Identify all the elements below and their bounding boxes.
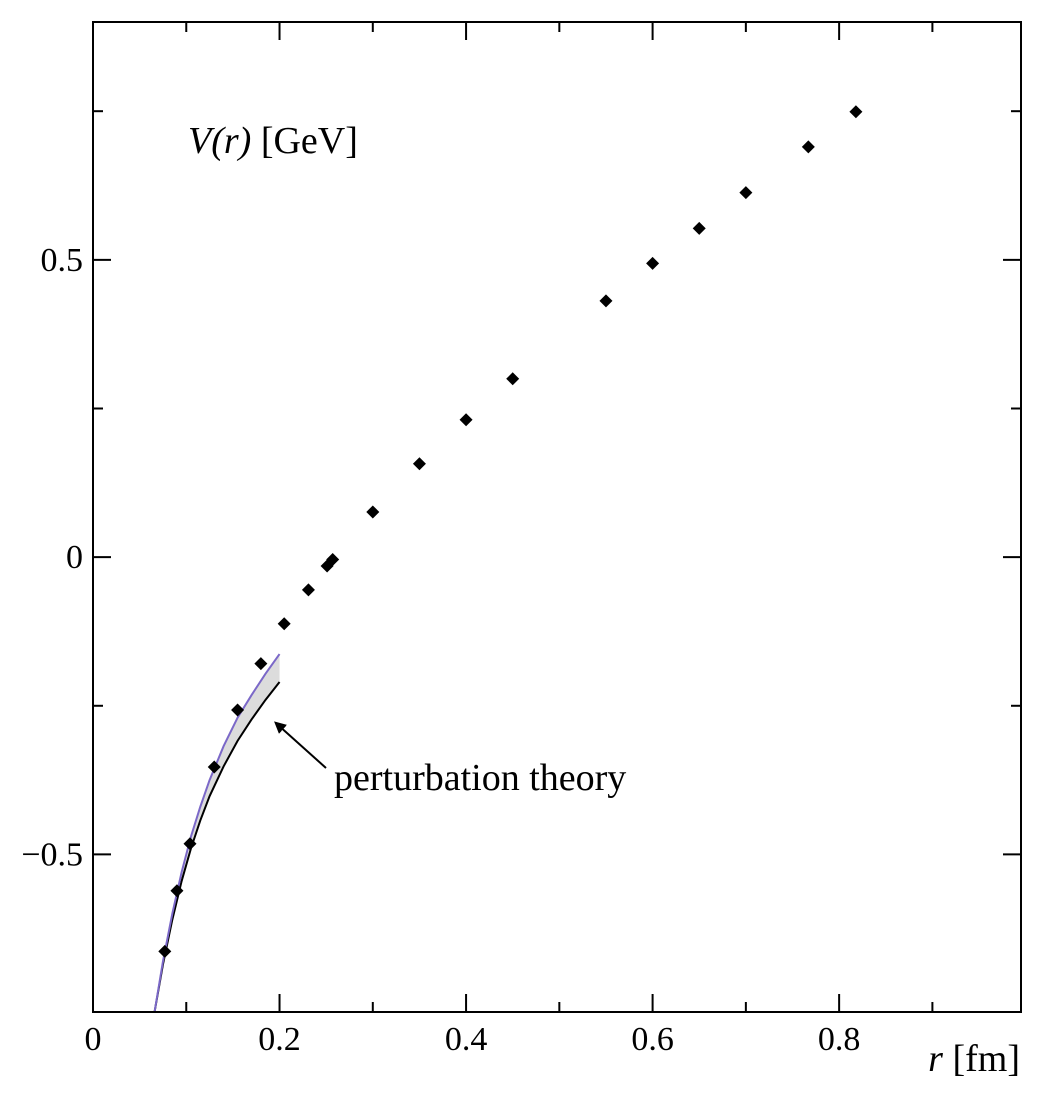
plot-frame [92,21,1022,1013]
data-point [412,457,426,471]
data-point [849,105,863,119]
x-axis-label-unit: [fm] [952,1038,1020,1080]
data-point [326,553,340,567]
y-axis-label-spacer [251,120,261,162]
data-point [231,703,245,717]
data-point [277,617,291,631]
x-axis-label-spacer [943,1038,953,1080]
perturbation-band-group [153,653,281,1013]
x-tick-label: 0.8 [818,1021,861,1058]
data-point [739,186,753,200]
tick-labels-group: 0 0.2 0.4 0.6 0.8 −0.5 0 0.5 [21,242,860,1058]
data-point [170,884,184,898]
x-axis-label: r [fm] [928,1038,1020,1080]
data-points-group [158,105,863,958]
perturbation-upper-curve [153,653,281,1013]
data-point [158,944,172,958]
x-tick-label: 0 [85,1021,102,1058]
x-tick-label: 0.6 [631,1021,674,1058]
data-point [301,583,315,597]
data-point [599,294,613,308]
data-point [459,413,473,427]
x-axis-label-symbol: r [928,1038,943,1080]
annotation-arrow [274,721,327,769]
data-point [207,760,221,774]
data-point [183,837,197,851]
data-point [646,256,660,270]
data-point [801,140,815,154]
perturbation-band-fill [154,654,280,1012]
y-tick-label: 0 [66,539,83,576]
annotation-perturbation-theory: perturbation theory [334,757,626,799]
perturbation-lower-curve [153,681,281,1013]
tick-marks [92,22,1021,1012]
data-point [254,657,268,671]
x-tick-label: 0.4 [445,1021,488,1058]
data-point [366,505,380,519]
y-axis-label-symbol: V(r) [188,120,251,162]
y-tick-label: −0.5 [21,836,83,873]
data-point [692,221,706,235]
y-axis-label-unit: [GeV] [261,120,358,162]
y-axis-label: V(r) [GeV] [188,120,358,162]
x-tick-label: 0.2 [258,1021,301,1058]
data-point [506,372,520,386]
y-tick-label: 0.5 [41,242,84,279]
